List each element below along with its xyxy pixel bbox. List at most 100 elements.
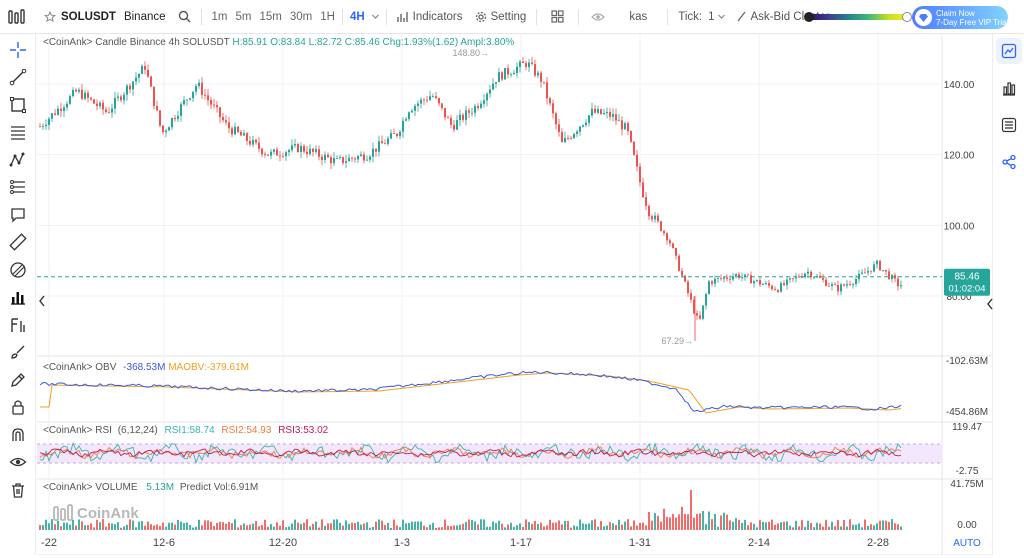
chart-area[interactable]: -22 12-6 12-20 1-3 1-17 1-31 2-14 2-28 AUTO 140.0… xyxy=(37,34,992,556)
volume-bar xyxy=(879,520,881,530)
candle-body xyxy=(708,281,710,294)
parallel-lines-tool[interactable] xyxy=(4,119,32,147)
candle-body xyxy=(144,65,146,70)
candle-body xyxy=(204,94,206,96)
timeframe-15m[interactable]: 15m xyxy=(259,10,282,23)
candle-body xyxy=(801,277,803,278)
visibility-toggle[interactable] xyxy=(583,0,613,34)
volume-bar xyxy=(711,519,713,530)
volume-bar xyxy=(837,520,839,530)
candle-body xyxy=(396,133,398,137)
collapse-left-button[interactable] xyxy=(37,290,47,312)
volume-bar xyxy=(792,527,794,530)
volume-profile-tool[interactable] xyxy=(4,284,32,312)
volume-bar xyxy=(270,524,272,530)
layout-button[interactable] xyxy=(541,0,574,34)
volume-bar xyxy=(726,514,728,530)
volume-bar xyxy=(561,524,563,530)
candle-body xyxy=(618,120,620,122)
crosshair-icon xyxy=(9,41,27,59)
stats-button[interactable] xyxy=(996,75,1022,101)
symbol-selector[interactable]: SOLUSDT Binance xyxy=(32,0,172,34)
pattern-tool[interactable] xyxy=(4,146,32,174)
note-tool[interactable] xyxy=(4,201,32,229)
volume-bar xyxy=(462,523,464,530)
candle-body xyxy=(168,127,170,131)
share-button[interactable] xyxy=(996,149,1022,175)
volume-bar xyxy=(171,522,173,530)
slider-handle-right[interactable] xyxy=(902,12,912,22)
pitchfork-tool[interactable] xyxy=(4,311,32,339)
app-logo[interactable] xyxy=(0,0,32,34)
candle-body xyxy=(282,155,284,157)
candle-body xyxy=(717,278,719,279)
legend-amplitude: Ampl:3.80% xyxy=(460,37,515,48)
volume-bar xyxy=(315,521,317,530)
candle-body xyxy=(540,72,542,82)
eraser-icon xyxy=(9,261,27,279)
visibility-tool[interactable] xyxy=(4,449,32,477)
indicators-button[interactable]: Indicators xyxy=(391,0,469,34)
crosshair-tool[interactable] xyxy=(4,36,32,64)
candle-body xyxy=(165,130,167,133)
tick-selector[interactable]: Tick: 1 xyxy=(672,0,732,34)
ruler-tool[interactable] xyxy=(4,229,32,257)
volume-bar xyxy=(684,514,686,530)
candle-body xyxy=(420,99,422,104)
volume-bar xyxy=(819,523,821,530)
delete-tool[interactable] xyxy=(4,476,32,504)
volume-bar xyxy=(477,524,479,530)
lock-tool[interactable] xyxy=(4,394,32,422)
slider-handle-left[interactable] xyxy=(804,12,814,22)
candle-body xyxy=(378,141,380,152)
candle-body xyxy=(294,144,296,146)
tick-value: 1 xyxy=(708,10,715,23)
candle-body xyxy=(693,299,695,314)
eraser-tool[interactable] xyxy=(4,256,32,284)
candle-body xyxy=(468,110,470,113)
rectangle-tool[interactable] xyxy=(4,91,32,119)
kas-selector[interactable]: kas xyxy=(613,0,663,34)
list-button[interactable] xyxy=(996,112,1022,138)
candle-body xyxy=(129,85,131,90)
magnet-tool[interactable] xyxy=(4,421,32,449)
maobv-value: MAOBV:-379.61M xyxy=(168,362,249,373)
obv-prefix: <CoinAnk> xyxy=(43,362,93,373)
chart-view-button[interactable] xyxy=(995,38,1022,64)
volume-bar xyxy=(120,527,122,530)
volume-bar xyxy=(456,525,458,530)
timeframe-1m[interactable]: 1m xyxy=(211,10,228,23)
volume-bar xyxy=(453,525,455,530)
trend-line-tool[interactable] xyxy=(4,64,32,92)
x-axis-label: 1-3 xyxy=(394,537,410,549)
search-icon xyxy=(178,10,191,23)
timeframe-1h[interactable]: 1H xyxy=(320,10,335,23)
candle-body xyxy=(411,110,413,113)
volume-bar xyxy=(357,521,359,530)
candle-body xyxy=(186,99,188,101)
candle-body xyxy=(681,270,683,276)
fib-tool[interactable] xyxy=(4,174,32,202)
volume-bar xyxy=(135,527,137,530)
candle-body xyxy=(495,82,497,84)
chart-canvas[interactable]: -22 12-6 12-20 1-3 1-17 1-31 2-14 2-28 AUTO 140.0… xyxy=(37,34,992,556)
volume-bar xyxy=(138,521,140,530)
collapse-right-button[interactable] xyxy=(985,293,995,315)
timeframe-5m[interactable]: 5m xyxy=(235,10,252,23)
pencil-tool[interactable] xyxy=(4,366,32,394)
setting-button[interactable]: Setting xyxy=(469,0,533,34)
candle-body xyxy=(486,93,488,101)
vip-trial-button[interactable]: Claim Now 7-Day Free VIP Trial xyxy=(912,6,1008,29)
heatmap-range-slider[interactable] xyxy=(804,12,912,22)
timeframe-4h[interactable]: 4H xyxy=(349,10,365,23)
rectangle-icon xyxy=(9,96,27,114)
candle-body xyxy=(489,89,491,94)
volume-bar xyxy=(681,506,683,530)
brush-tool[interactable] xyxy=(4,339,32,367)
star-icon[interactable] xyxy=(44,10,56,23)
chevron-down-icon[interactable] xyxy=(371,12,380,21)
search-button[interactable] xyxy=(172,0,197,34)
candle-body xyxy=(111,108,113,113)
timeframe-30m[interactable]: 30m xyxy=(289,10,313,23)
candle-body xyxy=(405,119,407,121)
